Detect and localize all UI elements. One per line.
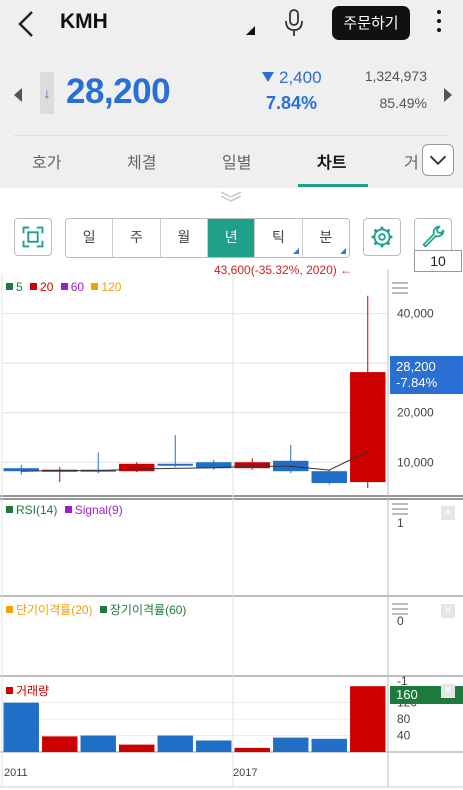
drag-handle-icon[interactable] — [218, 190, 244, 202]
period-month[interactable]: 월 — [161, 219, 208, 257]
price-change: 2,400 — [262, 68, 322, 88]
volume-bar[interactable] — [350, 686, 386, 752]
order-button[interactable]: 주문하기 — [332, 6, 410, 40]
volume-top-label: -1 — [397, 674, 408, 688]
ma5-swatch — [6, 283, 13, 290]
wrench-icon[interactable] — [414, 218, 452, 256]
period-week[interactable]: 주 — [113, 219, 161, 257]
volume-bar[interactable] — [119, 744, 155, 752]
short-disparity-label: 단기이격률(20) — [16, 603, 93, 617]
tab-active-indicator — [298, 184, 368, 187]
rsi-swatch — [6, 506, 13, 513]
next-stock-icon[interactable] — [444, 88, 452, 102]
close-volume-icon[interactable]: ✕ — [441, 684, 455, 698]
rsi-legend: RSI(14) Signal(9) — [6, 503, 123, 517]
down-marker-icon: ↓ — [40, 72, 54, 114]
candle-count-input[interactable]: 10 — [414, 250, 462, 272]
microphone-icon[interactable] — [282, 8, 306, 38]
candle-body[interactable] — [196, 462, 232, 469]
volume-bar[interactable] — [80, 735, 116, 752]
x-label-2011: 2011 — [4, 767, 28, 779]
gear-icon[interactable] — [363, 218, 401, 256]
disparity-axis-label: 0 — [397, 614, 404, 628]
tab-chart[interactable]: 차트 — [317, 153, 347, 172]
period-day[interactable]: 일 — [66, 219, 114, 257]
divider — [14, 135, 448, 136]
close-rsi-icon[interactable]: ✕ — [441, 506, 455, 520]
close-disparity-icon[interactable]: ✕ — [441, 604, 455, 618]
x-label-2017: 2017 — [233, 767, 258, 779]
tab-daily[interactable]: 일별 — [222, 153, 252, 172]
candle-body[interactable] — [311, 471, 347, 484]
period-year[interactable]: 년 — [207, 219, 256, 257]
tab-hoga[interactable]: 호가 — [32, 153, 62, 172]
price-tick-label: 40,000 — [397, 307, 434, 321]
panel-menu-icon[interactable] — [392, 282, 408, 294]
disparity-legend: 단기이격률(20) 장기이격률(60) — [6, 601, 186, 618]
rsi-label: RSI(14) — [16, 503, 58, 517]
rsi-axis-label: 1 — [397, 516, 404, 530]
volume-tick-label: 80 — [397, 712, 411, 726]
signal-label: Signal(9) — [74, 503, 123, 517]
chevron-down-icon[interactable] — [422, 144, 454, 176]
ma60-swatch — [60, 283, 68, 290]
tab-trades[interactable]: 체결 — [127, 153, 157, 172]
short-disparity-swatch — [6, 606, 13, 613]
ma5-label: 5 — [16, 280, 23, 294]
volume-ratio: 85.49% — [379, 95, 427, 111]
more-menu-icon[interactable] — [434, 10, 444, 36]
current-price-tag: 28,200 -7.84% — [390, 356, 463, 394]
candle-body[interactable] — [234, 462, 270, 469]
ma20-swatch — [30, 283, 38, 290]
disparity-panel-menu-icon[interactable] — [392, 603, 408, 615]
ma60-label: 60 — [70, 280, 85, 294]
ma120-label: 120 — [101, 280, 122, 294]
ticker-dropdown-icon[interactable] — [246, 26, 255, 35]
trade-volume: 1,324,973 — [364, 68, 427, 84]
price-tick-label: 10,000 — [397, 455, 434, 469]
current-price-tag-value: 28,200 — [396, 359, 436, 374]
current-price: 28,200 — [66, 72, 171, 111]
ma20-label: 20 — [40, 280, 54, 294]
volume-swatch — [6, 687, 13, 694]
ma5-line — [21, 450, 368, 472]
volume-bar[interactable] — [196, 740, 232, 752]
max-price-annotation: 43,600(-35.32%, 2020) ← — [214, 263, 353, 277]
candle-body[interactable] — [350, 372, 386, 483]
price-change-pct: 7.84% — [266, 93, 318, 113]
stock-header: KMH 주문하기 ↓ 28,200 2,400 7.84% 1,324,973 … — [0, 0, 463, 188]
rsi-panel-menu-icon[interactable] — [392, 503, 408, 515]
tab-more[interactable]: 거 — [404, 153, 419, 172]
volume-bar[interactable] — [234, 747, 270, 752]
volume-tick-label: 40 — [397, 729, 411, 743]
prev-stock-icon[interactable] — [14, 88, 22, 102]
chart-toolbar: 일 주 월 년 틱 분 — [0, 204, 463, 270]
candle-body[interactable] — [119, 463, 155, 472]
back-arrow-icon[interactable] — [12, 8, 42, 40]
ma-legend: 5 20 60 120 — [6, 280, 121, 294]
volume-label: 거래량 — [16, 684, 50, 698]
ma120-swatch — [91, 283, 99, 290]
long-disparity-swatch — [99, 606, 107, 613]
volume-bar[interactable] — [3, 702, 39, 752]
volume-bar[interactable] — [311, 738, 347, 752]
candle-body[interactable] — [3, 468, 39, 472]
candle-body[interactable] — [157, 463, 193, 466]
price-tick-label: 20,000 — [397, 406, 434, 420]
fullscreen-icon[interactable] — [14, 218, 52, 256]
period-selector: 일 주 월 년 틱 분 — [65, 218, 350, 258]
current-price-tag-pct: -7.84% — [396, 375, 438, 390]
volume-bar[interactable] — [42, 736, 78, 752]
ticker-name[interactable]: KMH — [60, 10, 108, 33]
price-change-value: 2,400 — [279, 68, 322, 87]
volume-legend: 거래량 — [6, 682, 49, 699]
down-triangle-icon — [262, 72, 274, 82]
signal-swatch — [64, 506, 72, 513]
period-minute[interactable]: 분 — [303, 219, 349, 257]
period-tick[interactable]: 틱 — [255, 219, 303, 257]
volume-bar[interactable] — [157, 735, 193, 752]
long-disparity-label: 장기이격률(60) — [109, 603, 187, 617]
volume-bar[interactable] — [273, 737, 309, 752]
